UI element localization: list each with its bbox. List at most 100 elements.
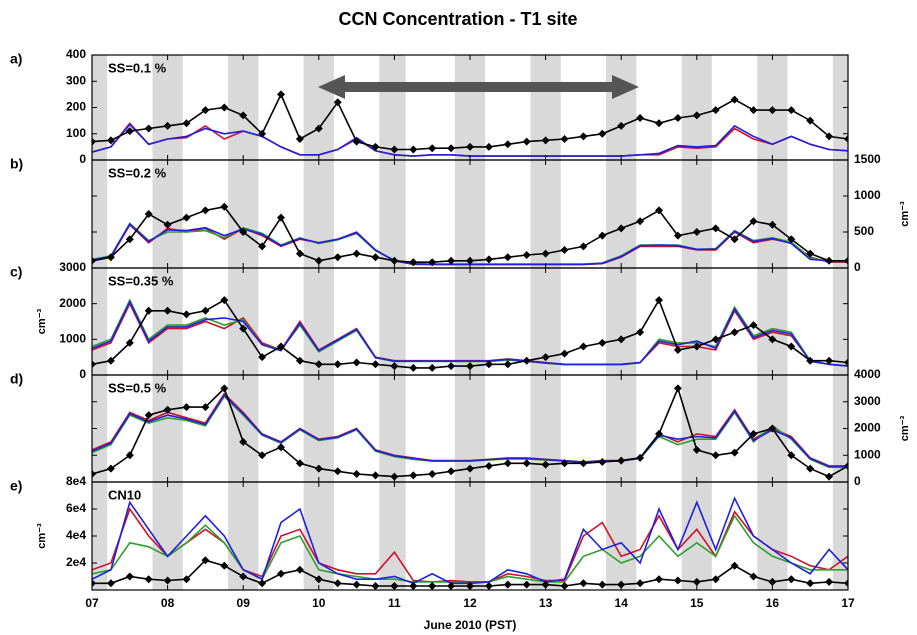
data-point	[730, 328, 739, 337]
data-point	[333, 360, 342, 369]
panel-label: e)	[10, 478, 22, 494]
data-point	[560, 246, 569, 254]
x-tick-label: 15	[690, 596, 704, 610]
y-tick-label: 2e4	[66, 555, 86, 569]
data-point	[295, 459, 304, 468]
y-tick-label: 1000	[854, 447, 881, 461]
data-point	[749, 217, 758, 226]
data-point	[352, 137, 361, 146]
data-point	[163, 306, 172, 315]
data-point	[201, 556, 210, 565]
data-point	[371, 253, 380, 262]
data-point	[239, 572, 248, 581]
data-point	[409, 145, 418, 154]
x-tick-label: 16	[766, 596, 780, 610]
data-point	[844, 358, 848, 367]
night-band	[832, 55, 848, 590]
data-point	[503, 459, 512, 468]
night-band	[379, 55, 406, 590]
y-tick-label: 1000	[854, 188, 881, 202]
x-tick-label: 17	[841, 596, 855, 610]
x-tick-label: 10	[312, 596, 326, 610]
data-point	[447, 256, 456, 265]
data-point	[503, 140, 512, 149]
data-point	[711, 106, 720, 115]
data-point	[655, 429, 663, 438]
data-point	[333, 467, 342, 476]
data-point	[125, 572, 134, 581]
data-point	[239, 324, 248, 333]
y-tick-label: 2000	[59, 296, 86, 310]
data-point	[673, 114, 682, 122]
night-band	[530, 55, 561, 590]
panel-annotation: CN10	[108, 487, 141, 502]
panel-annotation: SS=0.2 %	[108, 165, 167, 180]
data-point	[163, 405, 172, 414]
data-point	[447, 581, 456, 590]
arrow	[318, 75, 639, 99]
data-point	[371, 581, 380, 590]
data-point	[673, 384, 682, 393]
data-point	[768, 577, 777, 586]
panel-label: d)	[10, 371, 23, 387]
data-point	[503, 580, 512, 589]
data-point	[655, 575, 663, 584]
x-tick-label: 08	[161, 596, 175, 610]
data-point	[295, 356, 304, 365]
data-point	[314, 124, 323, 133]
data-point	[92, 256, 96, 265]
y-tick-label: 4000	[854, 367, 881, 381]
night-band	[757, 55, 788, 590]
panel-label: c)	[10, 264, 22, 280]
data-point	[390, 362, 399, 371]
data-point	[806, 356, 815, 365]
data-point	[201, 403, 210, 412]
data-point	[409, 258, 418, 267]
night-band	[152, 55, 183, 590]
data-point	[541, 136, 550, 145]
data-point	[598, 457, 607, 466]
data-point	[258, 129, 267, 138]
data-point	[692, 342, 701, 351]
data-point	[220, 384, 229, 393]
night-band	[92, 55, 108, 590]
data-point	[806, 249, 815, 258]
data-point	[787, 235, 796, 244]
data-point	[598, 338, 607, 347]
data-point	[144, 575, 153, 584]
data-point	[844, 461, 848, 470]
data-point	[106, 464, 115, 473]
data-point	[730, 561, 739, 570]
data-point	[730, 448, 739, 457]
data-point	[106, 136, 115, 145]
data-point	[730, 235, 739, 244]
y-tick-label: 400	[66, 47, 86, 61]
data-point	[371, 360, 380, 369]
y-axis-label: cm⁻³	[899, 415, 911, 441]
y-tick-label: 200	[66, 100, 86, 114]
data-point	[220, 103, 229, 112]
data-point	[182, 119, 191, 128]
data-point	[106, 579, 115, 588]
data-point	[617, 335, 626, 344]
data-point	[598, 580, 607, 589]
data-point	[92, 469, 96, 478]
panel-annotation: SS=0.35 %	[108, 273, 174, 288]
y-tick-label: 8e4	[66, 474, 86, 488]
data-point	[617, 456, 626, 465]
data-point	[749, 321, 758, 330]
data-point	[92, 137, 96, 146]
data-point	[447, 362, 456, 371]
night-band	[454, 55, 486, 590]
data-point	[447, 467, 456, 476]
data-point	[598, 129, 607, 138]
data-point	[560, 349, 569, 358]
data-point	[125, 127, 134, 136]
data-point	[787, 106, 796, 115]
data-point	[825, 577, 834, 586]
data-point	[692, 228, 701, 236]
data-point	[522, 251, 531, 260]
data-point	[428, 581, 437, 590]
